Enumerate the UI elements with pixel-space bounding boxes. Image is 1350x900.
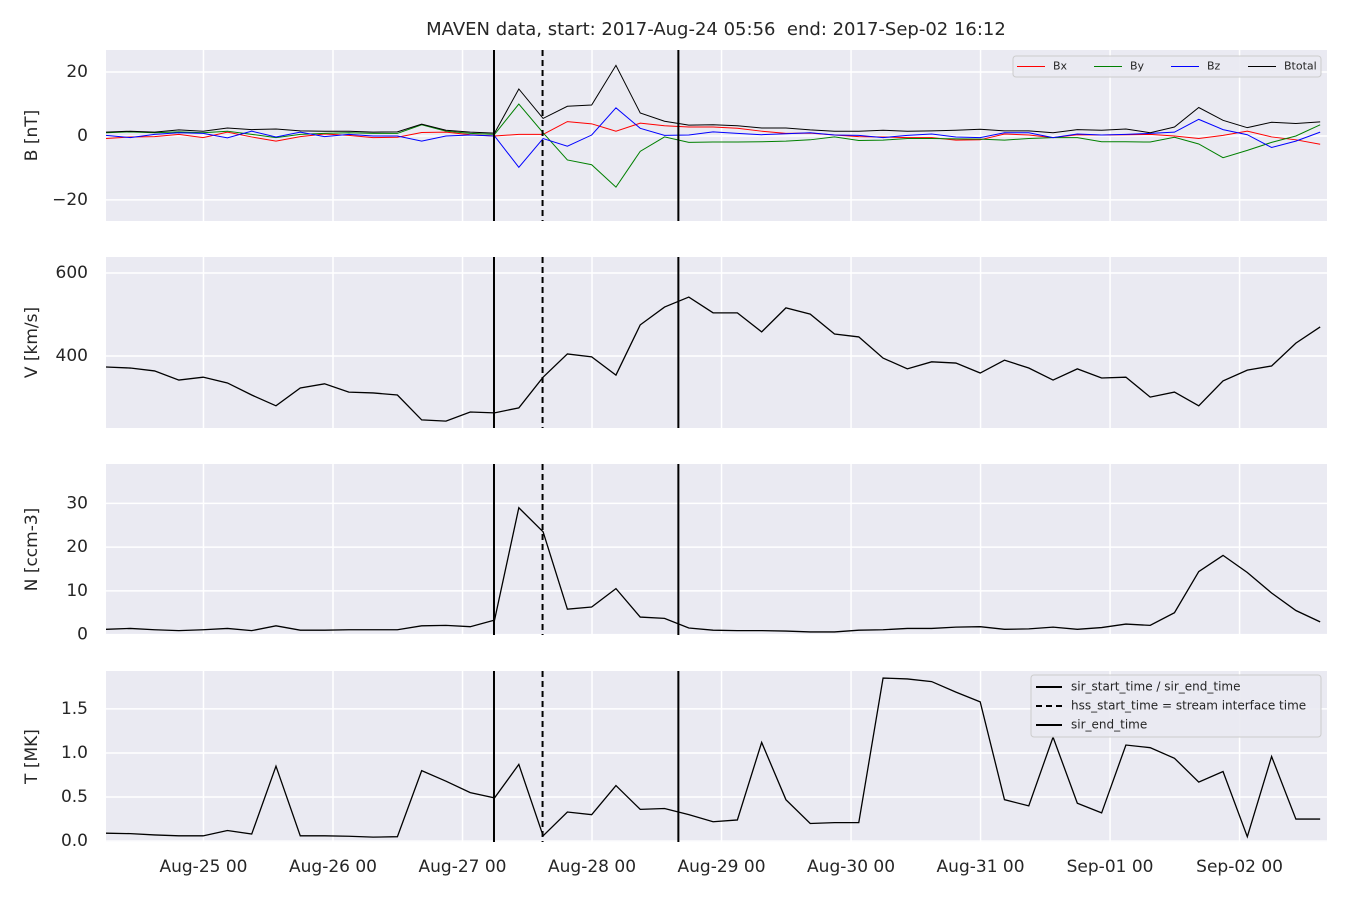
x-tick-label: Sep-02 00 [1196, 857, 1283, 877]
legend-label: Bz [1207, 60, 1221, 73]
plot-background [106, 464, 1327, 635]
y-tick-label: 20 [66, 62, 88, 82]
plot-background [106, 257, 1327, 428]
data-line [105, 677, 1321, 839]
x-tick-label: Aug-27 00 [419, 857, 507, 877]
y-axis-label: T [MK] [22, 729, 42, 785]
y-axis-label: V [km/s] [22, 307, 42, 378]
chart-title: MAVEN data, start: 2017-Aug-24 05:56 end… [426, 19, 1006, 40]
x-tick-label: Aug-30 00 [807, 857, 895, 877]
x-tick-label: Aug-25 00 [159, 857, 247, 877]
legend-label: By [1130, 60, 1145, 73]
y-axis-label: B [nT] [22, 110, 42, 162]
x-tick-label: Aug-29 00 [678, 857, 766, 877]
y-tick-label: 0.0 [61, 831, 88, 851]
y-tick-label: 30 [66, 493, 88, 513]
x-tick-label: Aug-31 00 [937, 857, 1025, 877]
y-tick-label: 0 [77, 126, 88, 146]
y-tick-label: 1.5 [61, 699, 88, 719]
y-tick-label: 400 [56, 346, 88, 366]
legend-box [1012, 55, 1322, 78]
legend-label: sir_end_time [1071, 718, 1147, 732]
y-tick-label: 0 [77, 625, 88, 645]
x-tick-label: Aug-28 00 [548, 857, 636, 877]
y-tick-label: 600 [56, 263, 88, 283]
y-tick-label: 0.5 [61, 787, 88, 807]
y-tick-label: −20 [52, 190, 88, 210]
y-axis-label: N [ccm-3] [22, 508, 42, 592]
legend-label: Bx [1053, 60, 1068, 73]
y-tick-label: 10 [66, 581, 88, 601]
data-line [105, 296, 1321, 422]
legend-box [1030, 674, 1322, 738]
data-line [105, 506, 1321, 633]
x-tick-label: Sep-01 00 [1067, 857, 1154, 877]
x-tick-label: Aug-26 00 [289, 857, 377, 877]
legend-label: hss_start_time = stream interface time [1071, 699, 1306, 713]
y-tick-label: 20 [66, 537, 88, 557]
data-line [105, 64, 1321, 134]
legend-label: sir_start_time / sir_end_time [1071, 680, 1241, 694]
y-tick-label: 1.0 [61, 743, 88, 763]
legend-label: Btotal [1284, 60, 1317, 73]
data-line [105, 107, 1321, 169]
